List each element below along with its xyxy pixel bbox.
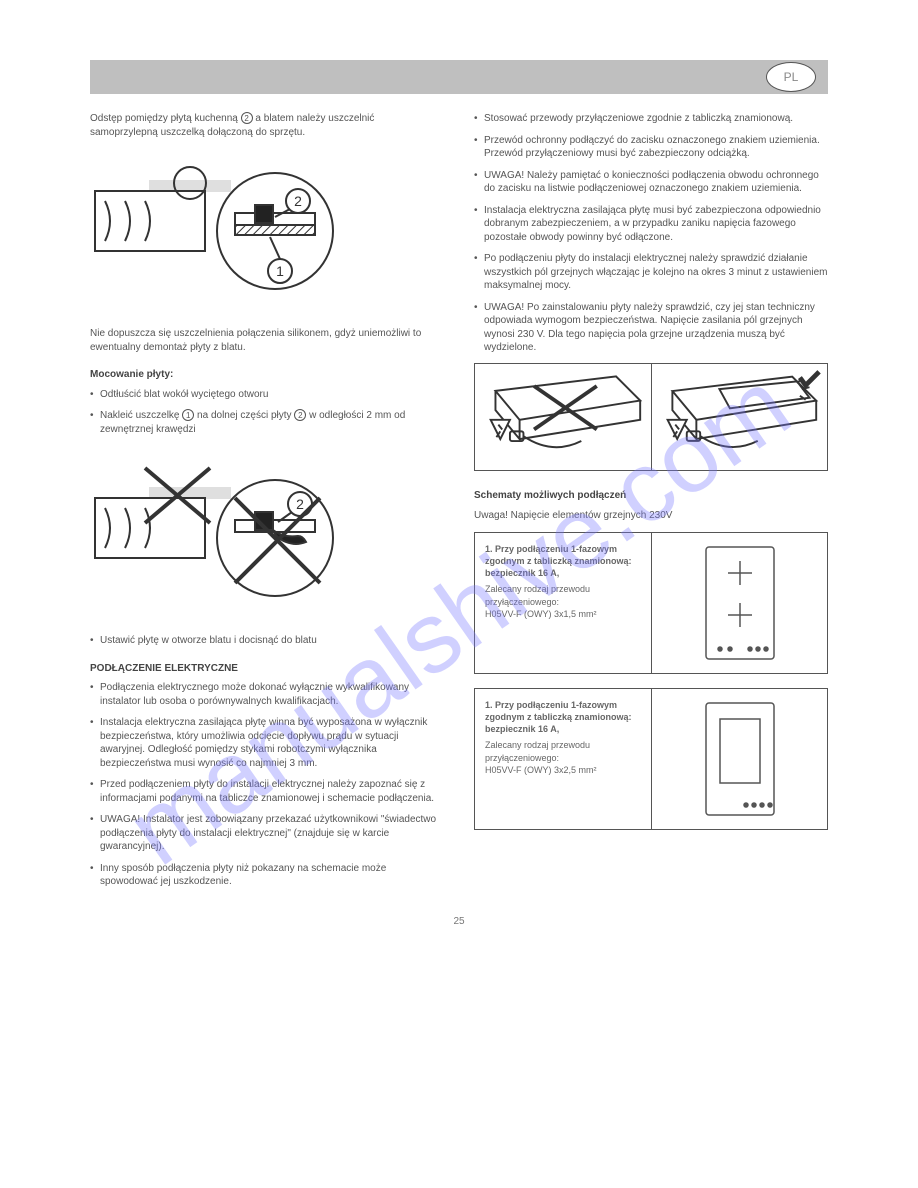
header-bar: PL bbox=[90, 60, 828, 94]
text: na dolnej części płyty bbox=[194, 410, 294, 421]
ref-2-icon: 2 bbox=[294, 409, 306, 421]
callout-1: 1 bbox=[276, 263, 284, 279]
p2-line1: 1. Przy podłączeniu 1-fazowym zgodnym z … bbox=[485, 699, 641, 735]
r2: Przewód ochronny podłączyć do zacisku oz… bbox=[474, 134, 828, 161]
bullet-3: Ustawić płytę w otworze blatu i docisnąć… bbox=[90, 634, 444, 648]
e1: Podłączenia elektrycznego może dokonać w… bbox=[90, 681, 444, 708]
r3: UWAGA! Należy pamiętać o konieczności po… bbox=[474, 169, 828, 196]
callout-2: 2 bbox=[294, 193, 302, 209]
r1: Stosować przewody przyłączeniowe zgodnie… bbox=[474, 112, 828, 126]
sub-schemes: Schematy możliwych podłączeń bbox=[474, 489, 828, 503]
e3: Przed podłączeniem płyty do instalacji e… bbox=[90, 778, 444, 805]
ref-2-icon: 2 bbox=[241, 112, 253, 124]
r5: Po podłączeniu płyty do instalacji elekt… bbox=[474, 252, 828, 293]
figure-seal-incorrect: 2 bbox=[90, 448, 444, 618]
p1-line1: 1. Przy podłączeniu 1-fazowym zgodnym z … bbox=[485, 543, 641, 579]
p1-line3: H05VV-F (OWY) 3x1,5 mm² bbox=[485, 608, 641, 620]
e4: UWAGA! Instalator jest zobowiązany przek… bbox=[90, 813, 444, 854]
left-p2: Nie dopuszcza się uszczelnienia połączen… bbox=[90, 327, 444, 354]
p2-line2: Zalecany rodzaj przewodu przyłączenioweg… bbox=[485, 739, 641, 763]
bullet-2: Nakleić uszczelkę 1 na dolnej części pły… bbox=[90, 409, 444, 436]
lang-badge: PL bbox=[766, 62, 816, 92]
e2: Instalacja elektryczna zasilająca płytę … bbox=[90, 716, 444, 770]
sub-mounting: Mocowanie płyty: bbox=[90, 368, 444, 382]
hob-schematic-1-icon bbox=[700, 543, 780, 663]
scheme-panel-2: 1. Przy podłączeniu 1-fazowym zgodnym z … bbox=[474, 688, 828, 830]
page-number: 25 bbox=[90, 915, 828, 929]
scheme-panel-1: 1. Przy podłączeniu 1-fazowym zgodnym z … bbox=[474, 532, 828, 674]
text: Odstęp pomiędzy płytą kuchenną bbox=[90, 113, 241, 124]
e5: Inny sposób podłączenia płyty niż pokaza… bbox=[90, 862, 444, 889]
sub-electrical: PODŁĄCZENIE ELEKTRYCZNE bbox=[90, 662, 444, 676]
callout-2: 2 bbox=[296, 496, 304, 512]
p2-line3: H05VV-F (OWY) 3x2,5 mm² bbox=[485, 764, 641, 776]
bullet-1: Odtłuścić blat wokół wyciętego otworu bbox=[90, 388, 444, 402]
p1-line2: Zalecany rodzaj przewodu przyłączenioweg… bbox=[485, 583, 641, 607]
figure-seal-correct: 2 1 bbox=[90, 151, 444, 311]
note-voltage: Uwaga! Napięcie elementów grzejnych 230V bbox=[474, 509, 828, 523]
text: Nakleić uszczelkę bbox=[100, 410, 182, 421]
left-column: Odstęp pomiędzy płytą kuchenną 2 a blate… bbox=[90, 112, 444, 897]
hob-schematic-2-icon bbox=[700, 699, 780, 819]
left-p1: Odstęp pomiędzy płytą kuchenną 2 a blate… bbox=[90, 112, 444, 139]
r6: UWAGA! Po zainstalowaniu płyty należy sp… bbox=[474, 301, 828, 355]
figure-plug-warning bbox=[474, 363, 828, 472]
right-column: Stosować przewody przyłączeniowe zgodnie… bbox=[474, 112, 828, 897]
r4: Instalacja elektryczna zasilająca płytę … bbox=[474, 204, 828, 245]
ref-1-icon: 1 bbox=[182, 409, 194, 421]
